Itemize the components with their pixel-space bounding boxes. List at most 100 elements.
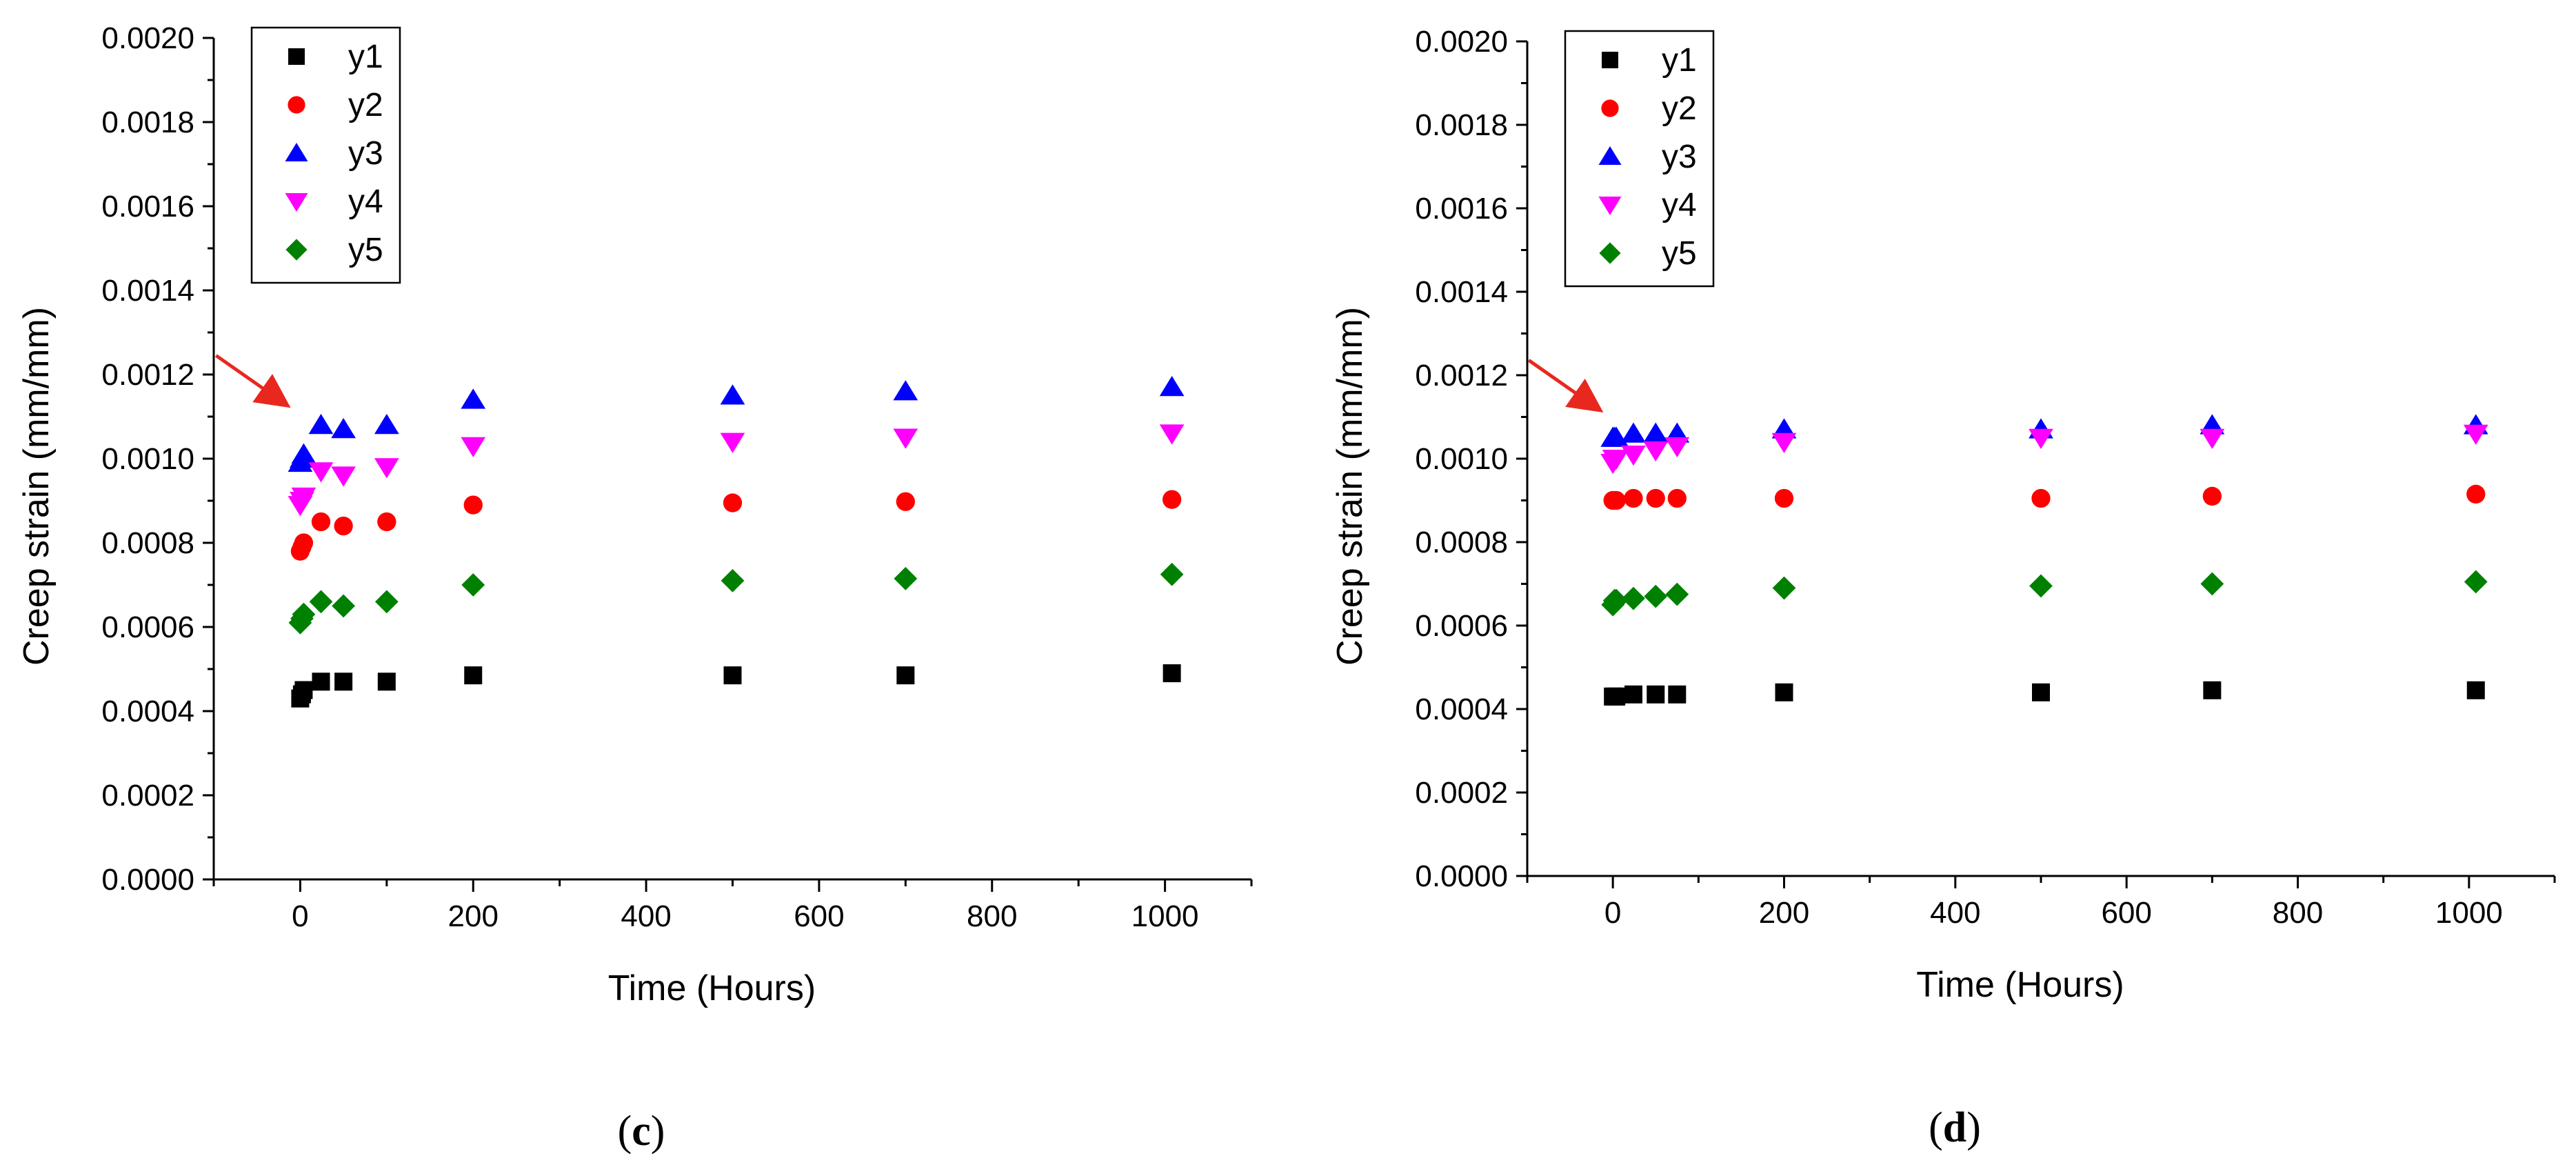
- y-tick-label: 0.0004: [1415, 692, 1508, 726]
- x-tick-label: 0: [292, 899, 308, 933]
- series-y2: [1603, 484, 2486, 510]
- data-point-y1: [896, 666, 915, 685]
- series-y3: [288, 376, 1185, 472]
- legend-box: [250, 26, 401, 284]
- y-tick-label: 0.0018: [101, 106, 194, 139]
- x-tick-label: 800: [2273, 896, 2323, 930]
- y-tick-label: 0.0014: [101, 274, 194, 308]
- y-tick-label: 0.0000: [1415, 859, 1508, 893]
- data-point-y1: [294, 681, 313, 699]
- legend-marker-y3: [1598, 146, 1622, 165]
- panel-label-open: (: [618, 1108, 632, 1155]
- series-y4: [288, 424, 1185, 517]
- data-point-y5: [309, 590, 333, 614]
- data-point-y2: [1667, 488, 1687, 508]
- y-tick-label: 0.0016: [1415, 192, 1508, 226]
- data-point-y2: [2202, 486, 2222, 506]
- data-point-y2: [2466, 484, 2486, 504]
- panel-label: (d): [1929, 1104, 1981, 1151]
- x-tick-label: 200: [1759, 896, 1809, 930]
- data-point-y1: [2203, 681, 2222, 699]
- legend-marker-y3: [285, 143, 308, 161]
- data-point-y2: [1624, 488, 1643, 508]
- x-tick-label: 400: [621, 899, 671, 933]
- data-point-y5: [1772, 576, 1796, 600]
- data-point-y4: [1621, 445, 1646, 466]
- series-y5: [1601, 570, 2488, 617]
- data-point-y4: [720, 432, 745, 453]
- data-point-y4: [1159, 424, 1185, 445]
- data-point-y5: [2464, 570, 2488, 594]
- data-point-y3: [1159, 376, 1185, 397]
- legend-marker-y1: [288, 48, 305, 65]
- y-tick-label: 0.0010: [1415, 442, 1508, 476]
- series-y1: [291, 664, 1181, 708]
- data-point-y2: [1646, 488, 1665, 508]
- legend-marker-y1: [1602, 52, 1618, 68]
- data-point-y3: [308, 413, 334, 435]
- data-point-y5: [461, 573, 485, 597]
- panel-label-open: (: [1929, 1104, 1943, 1151]
- chart-panel-c: 0.0000 0.0002 0.0004 0.0006 0.0008 0.0010 0.00…: [17, 21, 1253, 1155]
- y-tick-label: 0.0012: [1415, 359, 1508, 392]
- legend-marker-y2: [1601, 99, 1619, 117]
- series-y2: [290, 490, 1182, 561]
- data-point-y3: [893, 380, 918, 401]
- data-point-y5: [1622, 586, 1645, 610]
- legend-box: [1564, 30, 1715, 288]
- y-tick-label: 0.0014: [1415, 275, 1508, 309]
- data-point-y5: [721, 569, 745, 592]
- data-point-y2: [896, 492, 915, 511]
- data-point-y4: [461, 437, 486, 457]
- data-point-y1: [2466, 681, 2485, 699]
- x-tick-label: 200: [448, 899, 499, 933]
- x-tick-label: 600: [794, 899, 844, 933]
- data-point-y2: [311, 512, 331, 532]
- data-point-y2: [377, 512, 396, 532]
- legend-label-y2: y2: [348, 87, 383, 123]
- data-point-y3: [461, 388, 486, 409]
- y-axis-label: Creep strain (mm/mm): [17, 307, 57, 666]
- data-point-y2: [1774, 488, 1794, 508]
- legend-marker-y4: [285, 193, 308, 212]
- legend-marker-y5: [1599, 242, 1621, 264]
- panel-label-close: ): [1966, 1104, 1981, 1151]
- x-tick-label: 1000: [1131, 899, 1199, 933]
- data-point-y2: [1607, 490, 1626, 510]
- data-point-y3: [291, 443, 316, 464]
- data-point-y4: [1643, 441, 1669, 462]
- series-y1: [1604, 681, 2485, 706]
- data-point-y5: [894, 566, 918, 590]
- panel-label-letter: d: [1943, 1104, 1966, 1151]
- data-point-y4: [1604, 450, 1629, 470]
- data-point-y1: [723, 666, 742, 685]
- x-tick-label: 600: [2101, 896, 2151, 930]
- data-point-y3: [1643, 422, 1669, 443]
- data-point-y2: [463, 495, 483, 515]
- data-point-y1: [312, 672, 330, 691]
- data-point-y4: [291, 487, 316, 508]
- data-point-y5: [1644, 584, 1668, 608]
- data-point-y1: [334, 672, 353, 691]
- data-point-y1: [464, 666, 483, 685]
- data-point-y2: [2031, 488, 2051, 508]
- y-tick-label: 0.0000: [101, 863, 194, 897]
- y-tick-label: 0.0006: [1415, 609, 1508, 643]
- legend-label-y4: y4: [1662, 187, 1697, 223]
- y-tick-label: 0.0008: [1415, 526, 1508, 559]
- y-tick-label: 0.0006: [101, 610, 194, 644]
- y-tick-label: 0.0020: [101, 21, 194, 55]
- legend-label-y1: y1: [1662, 42, 1697, 79]
- series-y5: [288, 562, 1184, 635]
- data-point-y2: [294, 533, 314, 552]
- y-tick-label: 0.0002: [1415, 776, 1508, 810]
- x-tick-label: 800: [967, 899, 1017, 933]
- data-point-y3: [331, 418, 356, 439]
- data-point-y4: [331, 466, 356, 487]
- x-tick-label: 1000: [2435, 896, 2503, 930]
- data-point-y4: [2200, 428, 2225, 449]
- legend-marker-y4: [1598, 197, 1622, 215]
- annotation-arrow: [214, 354, 291, 408]
